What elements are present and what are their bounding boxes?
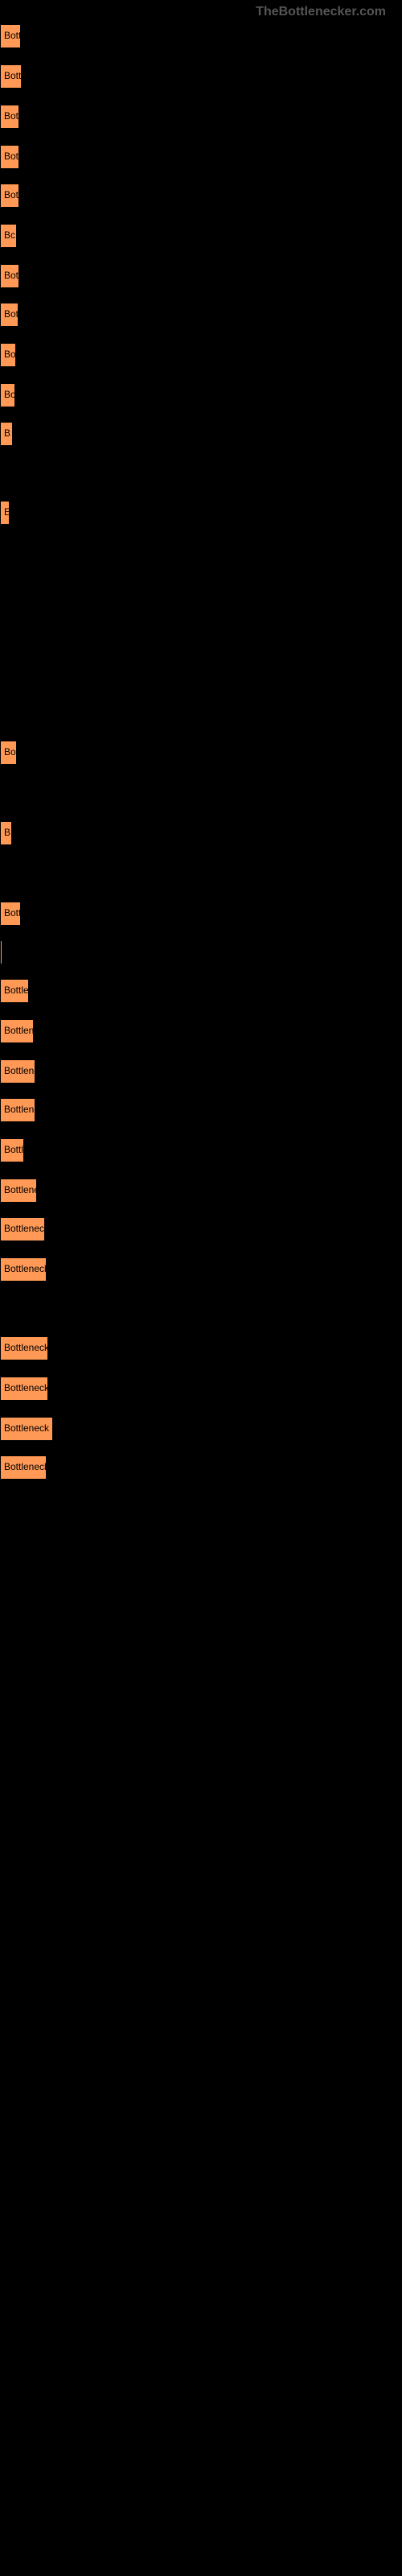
bar-chart: Bottl Bottl Bot Bot Bott Bc Bot Bot Bo Bo B E Bo B Bot…: [0, 0, 402, 2576]
bar-label: Bottleneck: [4, 1104, 36, 1115]
bar: Bot: [0, 145, 19, 169]
bar: Bottleneck res: [0, 1217, 45, 1241]
bar-label: Bott: [4, 189, 20, 200]
bar: B: [0, 422, 13, 446]
bar: Bottleneck r: [0, 1059, 35, 1084]
bar-label: Bottlenec: [4, 1025, 35, 1036]
bar: Bott: [0, 184, 19, 208]
bar-label: Bottler: [4, 1144, 25, 1155]
bar-label: Bottl: [4, 30, 22, 41]
bar-label: Bot: [4, 270, 18, 281]
bar: Bc: [0, 224, 17, 248]
bar: Bot: [0, 264, 19, 288]
bar: Bottl: [0, 64, 22, 89]
bar: Bottleneck res: [0, 1377, 48, 1401]
bar: E: [0, 501, 10, 525]
bar-label: Bottleneck res: [4, 1223, 46, 1234]
bar-label: Bo: [4, 746, 16, 758]
bar: Bo: [0, 383, 15, 407]
bar: Bottleneck resu: [0, 1417, 53, 1441]
bar: Bottleneck r: [0, 1179, 37, 1203]
bar: B: [0, 821, 12, 845]
bar: Bo: [0, 343, 16, 367]
bar-label: Bot: [4, 110, 18, 122]
bar-label: Bottleneck r: [4, 1065, 36, 1076]
bar: Bottleneck res: [0, 1257, 47, 1282]
bar: Bottleneck: [0, 1098, 35, 1122]
bar: Bot: [0, 303, 18, 327]
bar: Bottl: [0, 902, 21, 926]
bar-label: Bottl: [4, 70, 23, 81]
bar: [0, 940, 2, 964]
bar-label: Bc: [4, 229, 15, 241]
bar-label: Bot: [4, 151, 18, 162]
bar-label: B: [4, 427, 10, 439]
bar: [0, 541, 2, 565]
bar-label: Bottleneck res: [4, 1382, 49, 1393]
bar-label: Bottleneck res: [4, 1263, 47, 1274]
bar-label: Bottl: [4, 907, 22, 919]
bar: Bottler: [0, 1138, 24, 1162]
bar: Bottl: [0, 24, 21, 48]
bar-label: B: [4, 827, 10, 838]
bar: Bottleneck re: [0, 1455, 47, 1480]
bar-label: Bottleneck rest: [4, 1342, 49, 1353]
bar-label: Bo: [4, 349, 16, 360]
bar: [0, 462, 2, 486]
bar-label: Bo: [4, 389, 16, 400]
bar: Bottlenec: [0, 1019, 34, 1043]
bar-label: E: [4, 506, 10, 518]
bar-label: Bot: [4, 308, 18, 320]
bar: Bo: [0, 741, 17, 765]
bar-label: Bottleneck r: [4, 1184, 38, 1195]
bar: Bot: [0, 105, 19, 129]
bar-label: Bottlene: [4, 985, 30, 996]
bar: Bottlene: [0, 979, 29, 1003]
bar-label: Bottleneck re: [4, 1461, 47, 1472]
bar: Bottleneck rest: [0, 1336, 48, 1360]
bar-label: Bottleneck resu: [4, 1422, 54, 1434]
